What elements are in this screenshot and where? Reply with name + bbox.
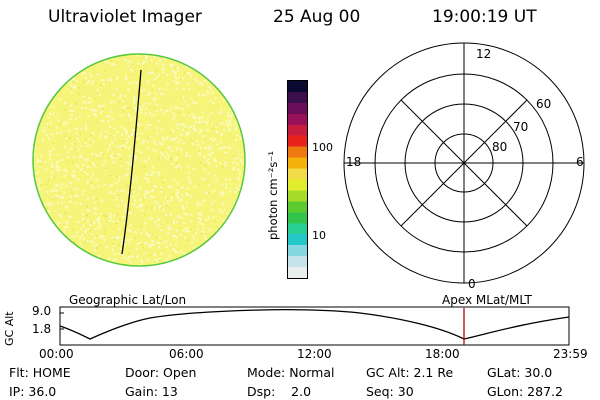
geographic-caption: Geographic Lat/Lon — [69, 293, 187, 307]
colorbar-tick-10: 10 — [312, 229, 326, 242]
altitude-curve — [59, 308, 570, 340]
info-seq: Seq: 30 — [366, 384, 414, 399]
terminator-line — [121, 69, 142, 255]
mlat-label-70: 70 — [513, 120, 529, 134]
time-tick-2359: 23:59 — [553, 347, 588, 361]
info-glat: GLat: 30.0 — [487, 365, 553, 380]
mlt-label-12: 12 — [476, 47, 492, 61]
time-tick-0600: 06:00 — [169, 347, 204, 361]
info-dsp: Dsp: 2.0 — [247, 384, 312, 399]
color-scale-bar — [287, 80, 308, 279]
date-label: 25 Aug 00 — [273, 7, 361, 27]
apex-caption: Apex MLat/MLT — [442, 293, 532, 307]
alt-tick-9: 9.0 — [32, 304, 52, 318]
info-door: Door: Open — [125, 365, 197, 380]
mlat-label-60: 60 — [536, 97, 552, 111]
alt-tick-1-8: 1.8 — [32, 322, 52, 336]
info-glon: GLon: 287.2 — [487, 384, 563, 399]
time-label: 19:00:19 UT — [432, 7, 537, 27]
mlt-label-6: 6 — [576, 155, 584, 169]
time-tick-0000: 00:00 — [39, 347, 74, 361]
info-flight: Flt: HOME — [9, 365, 71, 380]
time-tick-1200: 12:00 — [297, 347, 332, 361]
mlt-label-18: 18 — [346, 155, 362, 169]
info-ip: IP: 36.0 — [9, 384, 57, 399]
time-tick-1800: 18:00 — [425, 347, 460, 361]
info-gc-alt: GC Alt: 2.1 Re — [366, 365, 454, 380]
colorbar-tick-100: 100 — [312, 141, 333, 154]
info-gain: Gain: 13 — [125, 384, 178, 399]
info-mode: Mode: Normal — [247, 365, 335, 380]
instrument-title: Ultraviolet Imager — [48, 7, 202, 27]
mlt-label-0: 0 — [468, 277, 476, 291]
mlat-label-80: 80 — [492, 140, 508, 154]
